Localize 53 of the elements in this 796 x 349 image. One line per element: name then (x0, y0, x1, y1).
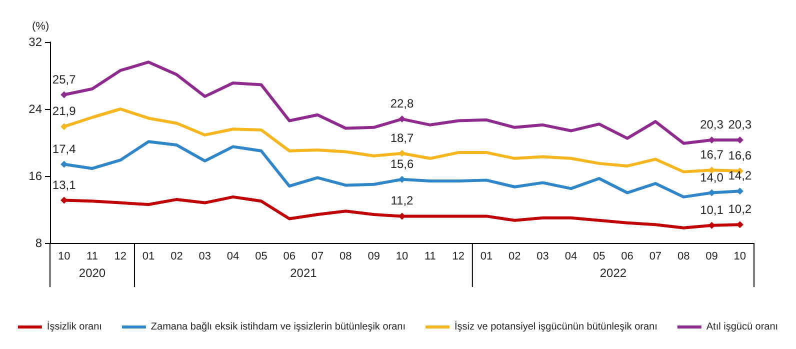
x-tick-label: 01 (480, 250, 493, 262)
data-label: 10,1 (700, 202, 724, 217)
x-tick-label: 10 (58, 250, 70, 262)
x-tick-label: 04 (564, 250, 578, 262)
x-tick-label: 05 (592, 250, 606, 262)
data-label: 11,2 (390, 194, 414, 208)
data-label: 10,2 (728, 202, 752, 216)
x-tick-label: 01 (142, 250, 155, 262)
x-tick-label: 11 (424, 250, 436, 262)
x-tick-label: 11 (86, 250, 98, 262)
x-tick-label: 02 (170, 250, 183, 262)
data-label: 14,2 (728, 168, 752, 183)
data-label: 17,4 (52, 142, 76, 156)
x-tick-label: 07 (311, 250, 324, 262)
data-label: 18,7 (390, 130, 414, 145)
x-tick-label: 08 (677, 250, 690, 262)
data-label: 22,8 (390, 96, 414, 111)
legend-label: İşsiz ve potansiyel işgücünün bütünleşik oranı (454, 320, 658, 332)
x-tick-label: 12 (452, 250, 464, 262)
data-label: 14,0 (700, 170, 724, 184)
data-label: 25,7 (52, 72, 76, 86)
y-tick-label: 16 (28, 169, 42, 183)
data-label: 20,3 (728, 117, 752, 132)
y-tick-label: 8 (35, 236, 42, 250)
x-tick-label: 08 (340, 250, 352, 262)
x-tick-label: 03 (198, 250, 212, 262)
x-tick-label: 03 (536, 250, 549, 262)
legend-label: İşsizlik oranı (46, 320, 102, 332)
text: 2022 (600, 266, 627, 280)
legend-label: Zamana bağlı eksik istihdam ve işsizlerin bütünleşik oranı (150, 322, 406, 332)
x-tick-label: 02 (508, 250, 521, 262)
y-tick-label: 32 (28, 35, 42, 49)
x-tick-label: 06 (621, 250, 634, 262)
x-tick-label: 09 (368, 250, 380, 262)
data-label: 21,9 (52, 104, 76, 118)
x-tick-label: 10 (734, 250, 746, 262)
x-tick-label: 04 (226, 250, 240, 262)
data-label: 16,7 (700, 148, 724, 162)
data-label: 13,1 (52, 178, 76, 192)
text: 2021 (290, 266, 318, 280)
x-tick-label: 07 (649, 250, 662, 262)
y-tick-label: 24 (28, 102, 42, 116)
data-label: 20,3 (700, 117, 724, 132)
x-tick-label: 05 (255, 250, 268, 262)
x-tick-label: 06 (283, 250, 296, 262)
data-label: 15,6 (390, 156, 414, 171)
text: 2020 (78, 266, 106, 280)
y-axis-title: (%) (32, 20, 50, 32)
data-label: 16,6 (728, 148, 752, 162)
legend-label: Atıl işgücü oranı (706, 322, 778, 332)
x-tick-label: 10 (396, 250, 408, 262)
x-tick-label: 09 (706, 250, 718, 262)
x-tick-label: 12 (114, 250, 127, 262)
